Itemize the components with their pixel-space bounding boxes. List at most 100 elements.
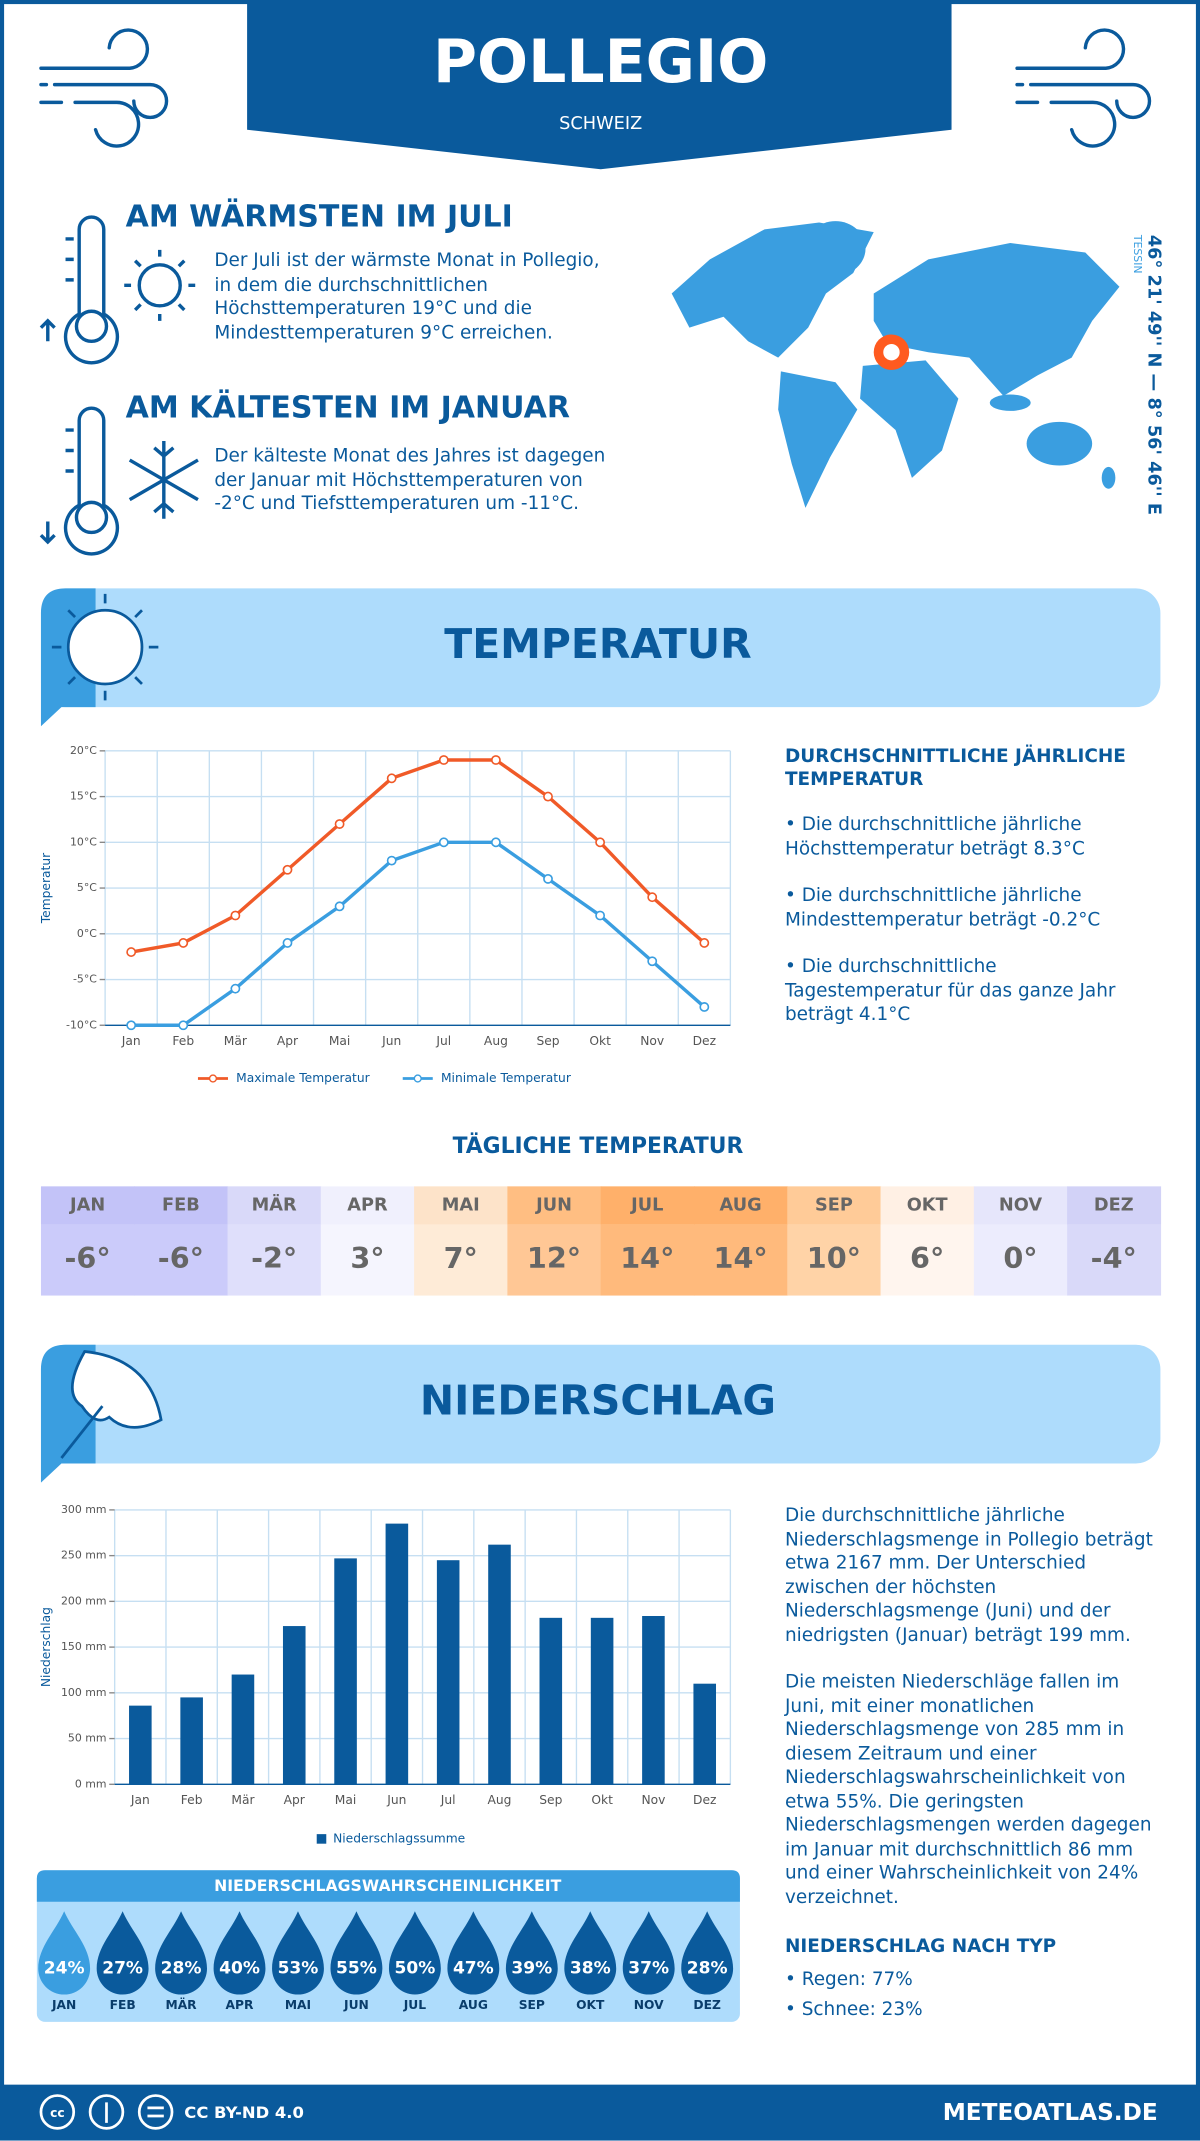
drop bbox=[388, 1911, 441, 1995]
month-value-cell bbox=[507, 1224, 602, 1296]
city-title: POLLEGIO bbox=[433, 27, 768, 97]
probability-header bbox=[36, 1870, 740, 1902]
y-tick-label: 0°C bbox=[77, 927, 97, 940]
data-point bbox=[647, 956, 658, 967]
bar bbox=[693, 1683, 717, 1785]
month-header: SEP bbox=[815, 1195, 853, 1215]
legend-swatch bbox=[316, 1834, 327, 1844]
precipitation-banner bbox=[40, 1344, 1161, 1464]
data-point bbox=[699, 938, 710, 948]
y-tick-label: 10°C bbox=[70, 835, 97, 848]
probability-month: JUN bbox=[343, 1998, 369, 2012]
month-header: OKT bbox=[907, 1195, 948, 1215]
x-tick-label: Jun bbox=[381, 1034, 401, 1048]
data-point bbox=[543, 791, 553, 802]
drop bbox=[213, 1911, 266, 1995]
probability-month: JUL bbox=[403, 1998, 427, 2012]
x-tick-label: Mär bbox=[231, 1793, 255, 1807]
probability-value: 39% bbox=[511, 1959, 552, 1979]
warmest-text: Der Juli ist der wärmste Monat in Polleg… bbox=[214, 249, 600, 344]
data-point bbox=[282, 864, 293, 875]
y-tick-label: 0 mm bbox=[75, 1777, 107, 1790]
data-point bbox=[178, 1020, 189, 1031]
world-map bbox=[671, 221, 1120, 508]
x-tick-label: Sep bbox=[536, 1034, 559, 1048]
section-title: TEMPERATUR bbox=[444, 620, 751, 668]
data-point bbox=[282, 938, 293, 948]
coldest-title: AM KÄLTESTEN IM JANUAR bbox=[125, 391, 571, 426]
month-header-cell bbox=[320, 1186, 415, 1225]
legend-label: Niederschlagssumme bbox=[333, 1831, 465, 1845]
precipitation-text: Die durchschnittliche jährliche Niedersc… bbox=[784, 1504, 1153, 1646]
probability-value: 53% bbox=[278, 1959, 319, 1979]
probability-value: 55% bbox=[336, 1959, 377, 1979]
month-value-cell bbox=[134, 1224, 229, 1296]
month-header: DEZ bbox=[1094, 1195, 1134, 1215]
month-value: 14° bbox=[714, 1241, 768, 1275]
month-header: MAI bbox=[442, 1195, 480, 1215]
month-value-cell bbox=[880, 1224, 975, 1296]
coldest-text: Der kälteste Monat des Jahres ist dagege… bbox=[214, 445, 606, 515]
type-item: • Schnee: 23% bbox=[784, 1998, 923, 2021]
month-header: AUG bbox=[720, 1195, 762, 1215]
month-header-cell bbox=[600, 1186, 695, 1225]
data-point bbox=[490, 755, 501, 765]
location-marker-center bbox=[883, 344, 900, 361]
series-line bbox=[130, 758, 706, 954]
daily-temperature-title: TÄGLICHE TEMPERATUR bbox=[453, 1133, 744, 1159]
month-header-cell bbox=[787, 1186, 882, 1225]
x-tick-label: Aug bbox=[484, 1034, 508, 1048]
month-value-cell bbox=[320, 1224, 415, 1296]
data-point bbox=[126, 1020, 137, 1031]
month-header-cell bbox=[227, 1186, 322, 1225]
probability-value: 28% bbox=[687, 1959, 728, 1979]
x-tick-label: Mär bbox=[224, 1034, 248, 1048]
summary-item: • Die durchschnittliche jährliche Höchst… bbox=[784, 813, 1085, 860]
month-header: FEB bbox=[162, 1195, 200, 1215]
probability-month: MÄR bbox=[165, 1997, 197, 2012]
type-item: • Regen: 77% bbox=[784, 1968, 913, 1991]
x-tick-label: Jun bbox=[386, 1793, 406, 1807]
probability-month: FEB bbox=[110, 1998, 136, 2012]
summary-item: • Die durchschnittliche Tagestemperatur … bbox=[784, 955, 1116, 1026]
cc-icon-text: cc bbox=[50, 2106, 65, 2120]
x-tick-label: Mai bbox=[329, 1034, 351, 1048]
legend-label: Maximale Temperatur bbox=[236, 1071, 370, 1085]
data-point bbox=[178, 938, 189, 948]
probability-value: 28% bbox=[161, 1959, 202, 1979]
x-tick-label: Nov bbox=[641, 1793, 665, 1807]
drop bbox=[330, 1911, 383, 1995]
drop bbox=[447, 1911, 500, 1995]
month-header: NOV bbox=[999, 1195, 1042, 1215]
data-point bbox=[230, 983, 241, 994]
x-tick-label: Aug bbox=[488, 1793, 512, 1807]
probability-month: MAI bbox=[285, 1998, 311, 2012]
month-value: 12° bbox=[527, 1241, 581, 1275]
drop bbox=[96, 1911, 149, 1995]
x-tick-label: Jul bbox=[435, 1034, 451, 1048]
x-tick-label: Jul bbox=[440, 1793, 456, 1807]
series-line bbox=[131, 840, 706, 1027]
legend-swatch bbox=[413, 1074, 422, 1083]
month-value: -4° bbox=[1091, 1241, 1137, 1275]
month-header-cell bbox=[1067, 1186, 1162, 1225]
month-value-cell bbox=[787, 1224, 882, 1296]
x-tick-label: Nov bbox=[640, 1034, 664, 1048]
drop bbox=[681, 1911, 734, 1995]
month-header: APR bbox=[347, 1195, 388, 1215]
month-header-cell bbox=[414, 1186, 509, 1225]
probability-title: NIEDERSCHLAGSWAHRSCHEINLICHKEIT bbox=[214, 1876, 562, 1895]
probability-value: 50% bbox=[394, 1959, 435, 1979]
summary-item: • Die durchschnittliche jährliche Mindes… bbox=[784, 884, 1101, 931]
y-tick-label: 300 mm bbox=[61, 1503, 107, 1516]
month-value-cell bbox=[693, 1224, 788, 1296]
data-point bbox=[438, 837, 449, 848]
month-header-cell bbox=[40, 1186, 135, 1225]
month-value: 10° bbox=[807, 1241, 861, 1275]
month-header-cell bbox=[134, 1186, 229, 1225]
month-value-cell bbox=[414, 1224, 509, 1296]
probability-box bbox=[36, 1870, 740, 2022]
x-tick-label: Sep bbox=[539, 1793, 562, 1807]
